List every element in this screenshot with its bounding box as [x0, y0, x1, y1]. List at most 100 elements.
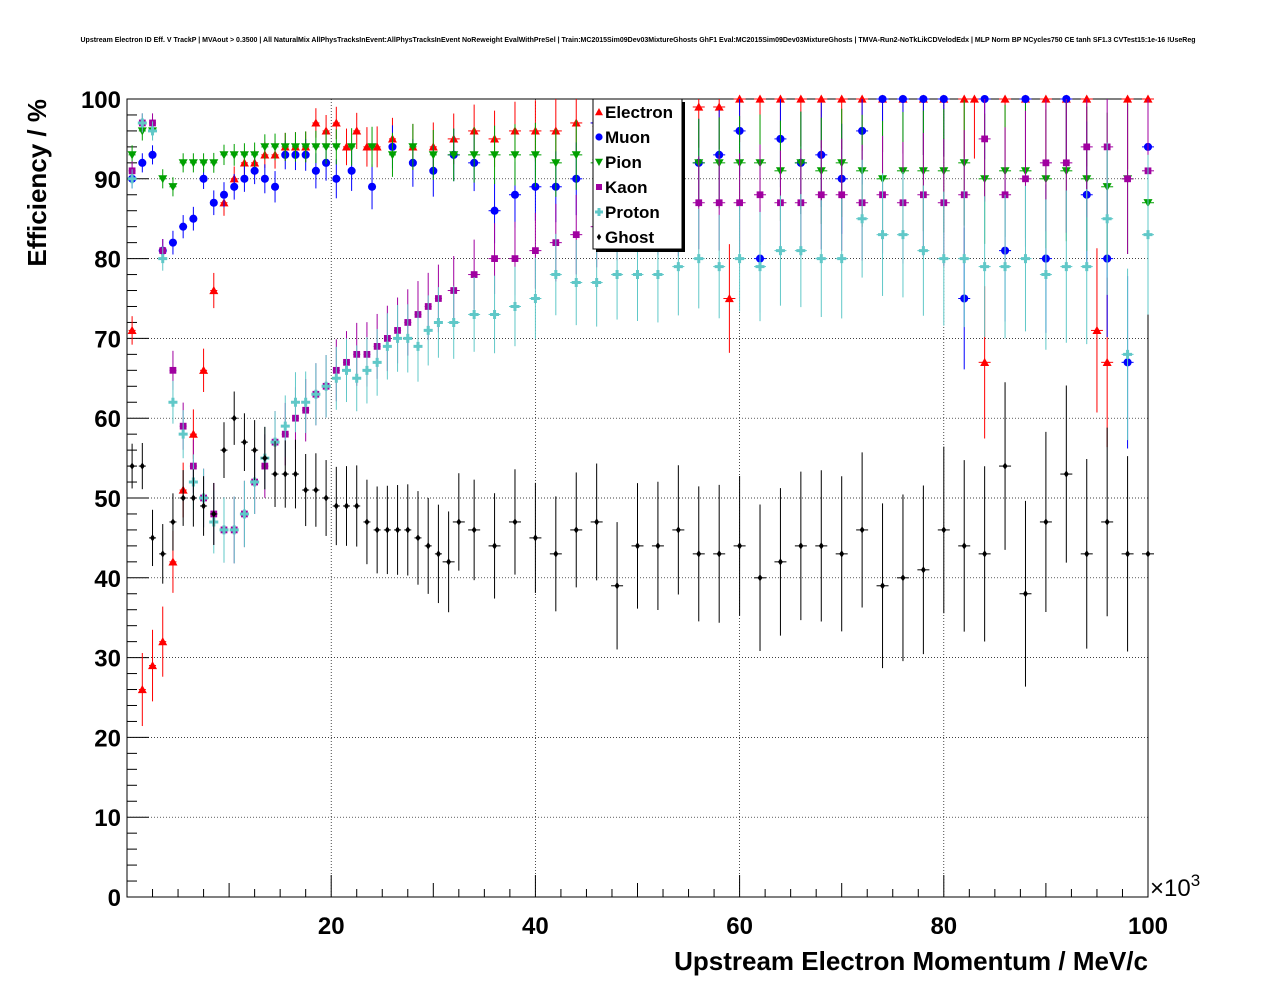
pion-point: [387, 132, 397, 177]
proton-marker: [280, 421, 290, 431]
pion-point: [270, 133, 280, 161]
electron-point: [148, 629, 158, 702]
muon-point: [230, 173, 239, 200]
ghost-point: [353, 465, 361, 547]
ghost-point: [590, 463, 603, 581]
ghost-point: [189, 469, 197, 527]
legend-label-kaon: Kaon: [605, 178, 648, 197]
pion-marker: [331, 143, 341, 152]
ghost-point: [1142, 454, 1154, 653]
ghost-point: [815, 470, 828, 622]
ghost-marker: [900, 574, 906, 582]
pion-point: [488, 125, 501, 185]
kaon-marker: [1083, 143, 1091, 151]
ghost-marker: [1084, 550, 1090, 558]
proton-point: [219, 497, 229, 563]
ghost-marker: [961, 542, 967, 550]
proton-point: [978, 196, 991, 337]
ghost-point: [424, 497, 432, 594]
electron-point: [209, 272, 219, 309]
kaon-marker: [470, 271, 478, 278]
pion-point: [209, 152, 219, 173]
proton-marker: [837, 254, 847, 264]
proton-point: [148, 121, 158, 141]
ghost-point: [302, 453, 310, 527]
proton-point: [835, 198, 848, 319]
muon-point: [209, 190, 218, 216]
ghost-point: [373, 486, 381, 574]
ghost-marker: [1023, 590, 1028, 598]
ghost-point: [917, 485, 930, 655]
muon-marker: [219, 190, 229, 199]
pion-point: [219, 144, 229, 166]
proton-marker: [1041, 270, 1051, 280]
proton-point: [447, 286, 460, 359]
electron-marker: [837, 94, 847, 103]
series-proton: [127, 113, 1154, 564]
ghost-point: [549, 496, 562, 612]
muon-point: [179, 215, 188, 239]
ghost-point: [363, 479, 371, 565]
muon-point: [219, 182, 229, 208]
proton-marker: [372, 357, 382, 367]
proton-point: [917, 185, 930, 316]
proton-marker: [980, 262, 990, 272]
proton-point: [754, 211, 767, 322]
ghost-marker: [532, 534, 538, 542]
pion-marker: [311, 143, 321, 152]
ghost-point: [856, 452, 869, 608]
muon-marker: [939, 94, 948, 104]
x-tick-label: 100: [1128, 913, 1168, 940]
ghost-marker: [1104, 518, 1110, 526]
ghost-point: [1039, 431, 1052, 612]
electron-marker: [1092, 325, 1102, 335]
electron-marker: [137, 685, 147, 694]
proton-point: [1101, 142, 1114, 295]
ghost-marker: [160, 550, 166, 558]
proton-point: [352, 345, 362, 412]
axis-ticks: 20 40 60 80 100 0 10 20 30 40 50 60 70 80 90 100: [81, 87, 1168, 940]
ghost-marker: [635, 542, 640, 550]
y-tick-label: 0: [108, 885, 121, 912]
proton-marker: [362, 365, 372, 375]
kaon-marker: [1022, 175, 1029, 183]
legend-marker-electron: [595, 108, 603, 116]
electron-point: [1090, 248, 1103, 413]
electron-marker: [127, 325, 137, 335]
proton-point: [590, 238, 603, 327]
muon-marker: [919, 94, 928, 104]
proton-point: [362, 337, 372, 404]
muon-marker: [138, 158, 147, 167]
proton-point: [423, 295, 433, 366]
proton-marker: [673, 262, 683, 272]
muon-marker: [898, 94, 908, 104]
ghost-point: [1019, 500, 1032, 687]
electron-point: [127, 316, 137, 345]
pion-point: [301, 131, 311, 163]
proton-point: [713, 214, 726, 319]
ghost-marker: [859, 526, 865, 534]
pion-marker: [290, 143, 300, 152]
y-tick-label: 20: [94, 725, 121, 752]
proton-marker: [321, 381, 331, 391]
electron-marker: [158, 637, 168, 646]
proton-marker: [1061, 262, 1071, 272]
proton-point: [1142, 154, 1154, 315]
muon-marker: [250, 166, 259, 175]
muon-point: [332, 159, 341, 199]
proton-point: [508, 266, 521, 347]
muon-point: [148, 145, 157, 165]
proton-point: [570, 239, 583, 326]
ghost-marker: [777, 558, 783, 566]
x-axis-exponent-power: 3: [1191, 871, 1200, 890]
muon-point: [270, 171, 280, 203]
proton-marker: [796, 246, 806, 256]
muon-marker: [148, 150, 157, 159]
pion-point: [290, 132, 300, 162]
proton-point: [876, 173, 889, 296]
kaon-marker: [736, 199, 743, 207]
electron-marker: [775, 94, 785, 103]
ghost-marker: [982, 550, 988, 558]
proton-point: [372, 328, 382, 396]
muon-marker: [878, 94, 887, 104]
